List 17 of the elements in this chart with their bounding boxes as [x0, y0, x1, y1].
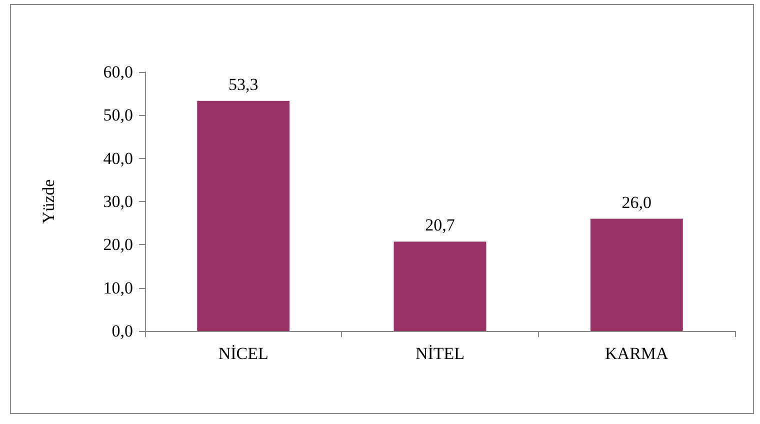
y-tick-label: 40,0: [103, 148, 133, 168]
bar: [197, 100, 290, 331]
x-tick-label: NİCEL: [218, 344, 268, 363]
y-axis-title: Yüzde: [39, 179, 58, 224]
data-label: 53,3: [228, 74, 258, 94]
data-label: 20,7: [425, 216, 456, 235]
data-label: 26,0: [622, 192, 652, 212]
y-tick-label: 60,0: [103, 62, 133, 82]
y-tick-label: 10,0: [103, 278, 133, 298]
y-tick-label: 20,0: [103, 235, 133, 254]
x-tick-label: NİTEL: [415, 344, 465, 363]
bar: [590, 218, 683, 331]
y-tick-label: 50,0: [103, 106, 133, 125]
y-tick-label: 30,0: [103, 192, 133, 211]
y-tick-label: 0,0: [112, 322, 133, 340]
bar: [394, 242, 486, 331]
x-tick-label: KARMA: [605, 344, 670, 363]
